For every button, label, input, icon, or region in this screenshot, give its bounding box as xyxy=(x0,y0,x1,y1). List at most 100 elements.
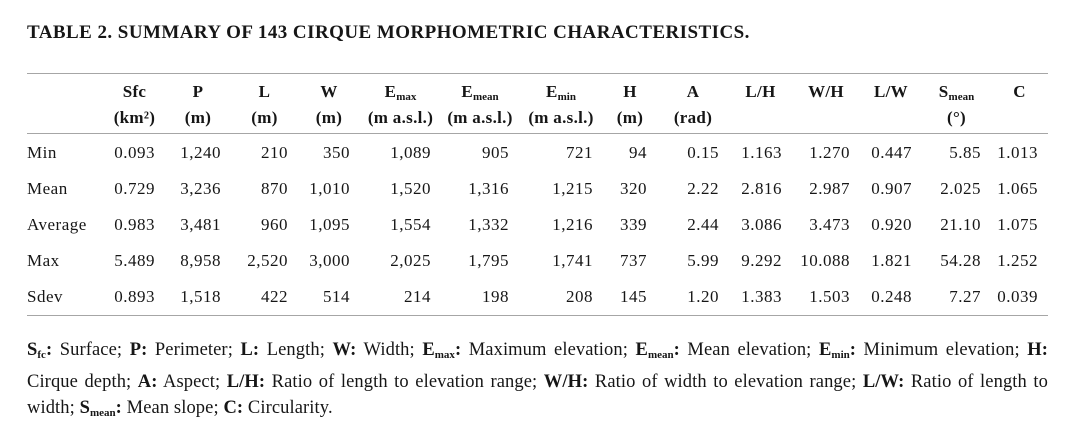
footnote-symbol: Emean: xyxy=(635,340,680,361)
table-cell: 1,520 xyxy=(390,179,431,198)
col-symbol: Smean xyxy=(938,82,975,103)
col-unit: (m a.s.l.) xyxy=(367,108,434,127)
table-cell: 214 xyxy=(404,287,431,306)
table-cell: 2.44 xyxy=(687,215,719,234)
col-unit: (m) xyxy=(616,108,644,127)
table-cell: 3,000 xyxy=(309,251,350,270)
col-symbol: A xyxy=(686,82,700,101)
table-cell: 0.729 xyxy=(114,179,155,198)
col-header-emin: Emin (m a.s.l.) xyxy=(519,74,603,134)
table-cell: 5.85 xyxy=(949,143,981,162)
table-cell: 1,095 xyxy=(309,215,350,234)
table-cell: 3,236 xyxy=(180,179,221,198)
row-label: Min xyxy=(27,143,57,162)
col-unit: (rad) xyxy=(673,108,713,127)
footnote-description: Maximum elevation; xyxy=(461,340,636,360)
footnote-description: Cirque depth; xyxy=(27,371,138,392)
footnote-description: Surface; xyxy=(52,340,130,360)
table-row-average: Average 0.983 3,481 960 1,095 1,554 1,33… xyxy=(27,207,1048,243)
table-cell: 1.065 xyxy=(997,179,1038,198)
col-header-h: H (m) xyxy=(603,74,657,134)
table-cell: 145 xyxy=(620,287,647,306)
footnote-symbol: C: xyxy=(223,398,244,418)
footnote-symbol: Emax: xyxy=(422,340,462,361)
table-cell: 54.28 xyxy=(940,251,981,270)
table-cell: 1,215 xyxy=(552,179,593,198)
table-cell: 0.907 xyxy=(871,179,912,198)
footnote-symbol: Smean: xyxy=(79,398,122,419)
table-cell: 94 xyxy=(629,143,647,162)
table-cell: 3,481 xyxy=(180,215,221,234)
table-cell: 10.088 xyxy=(800,251,850,270)
col-header-rowlabel xyxy=(27,74,104,134)
table-cell: 1.383 xyxy=(741,287,782,306)
col-unit: (km²) xyxy=(113,108,156,127)
col-symbol: H xyxy=(623,82,637,101)
footnote-description: Ratio of length to elevation range; xyxy=(265,371,544,392)
table-cell: 1,010 xyxy=(309,179,350,198)
table-cell: 2.22 xyxy=(687,179,719,198)
footnote-symbol-subscript: min xyxy=(831,349,850,361)
table-cell: 737 xyxy=(620,251,647,270)
table-cell: 1.821 xyxy=(871,251,912,270)
table-cell: 2,025 xyxy=(390,251,431,270)
table-cell: 0.920 xyxy=(871,215,912,234)
table-row-sdev: Sdev 0.893 1,518 422 514 214 198 208 145… xyxy=(27,279,1048,316)
table-cell: 3.086 xyxy=(741,215,782,234)
col-header-lh: L/H xyxy=(729,74,792,134)
table-cell: 1.163 xyxy=(741,143,782,162)
table-cell: 1.20 xyxy=(687,287,719,306)
table-cell: 514 xyxy=(323,287,350,306)
table-cell: 0.093 xyxy=(114,143,155,162)
table-cell: 960 xyxy=(261,215,288,234)
col-header-emax: Emax (m a.s.l.) xyxy=(360,74,441,134)
col-unit: (°) xyxy=(946,108,967,127)
footnote-description: Mean slope; xyxy=(121,398,224,418)
row-label: Mean xyxy=(27,179,68,198)
col-unit: (m) xyxy=(184,108,212,127)
footnote: Sfc: Surface; P: Perimeter; L: Length; W… xyxy=(27,337,1048,427)
footnote-symbol-subscript: fc xyxy=(37,349,46,361)
col-header-a: A (rad) xyxy=(657,74,729,134)
col-header-sfc: Sfc (km²) xyxy=(104,74,165,134)
table-cell: 3.473 xyxy=(809,215,850,234)
table-cell: 870 xyxy=(261,179,288,198)
col-symbol: Emax xyxy=(384,82,417,103)
col-header-smean: Smean (°) xyxy=(922,74,991,134)
col-header-p: P (m) xyxy=(165,74,231,134)
col-unit: (m a.s.l.) xyxy=(447,108,513,127)
footnote-symbol: W/H: xyxy=(543,371,589,392)
table-cell: 2,520 xyxy=(247,251,288,270)
row-label: Sdev xyxy=(27,287,63,306)
table-cell: 1.270 xyxy=(809,143,850,162)
row-label: Average xyxy=(27,215,87,234)
table-cell: 0.039 xyxy=(997,287,1038,306)
footnote-symbol: W: xyxy=(332,340,357,360)
table-row-max: Max 5.489 8,958 2,520 3,000 2,025 1,795 … xyxy=(27,243,1048,279)
footnote-description: Width; xyxy=(356,340,423,360)
table-title: TABLE 2. SUMMARY OF 143 CIRQUE MORPHOMET… xyxy=(27,22,750,43)
footnote-symbol-subscript: mean xyxy=(647,349,674,361)
col-symbol: Emin xyxy=(546,82,576,103)
col-symbol: C xyxy=(1013,82,1026,101)
table-cell: 320 xyxy=(620,179,647,198)
table-cell: 350 xyxy=(323,143,350,162)
table-cell: 1,316 xyxy=(468,179,509,198)
col-unit: (m) xyxy=(251,108,278,127)
table-cell: 21.10 xyxy=(940,215,981,234)
col-symbol: L/W xyxy=(874,82,908,101)
table-cell: 5.489 xyxy=(114,251,155,270)
footnote-symbol: H: xyxy=(1027,340,1049,360)
table-cell: 339 xyxy=(620,215,647,234)
col-header-l: L (m) xyxy=(231,74,298,134)
footnote-description: Ratio of width to elevation range; xyxy=(588,371,863,392)
footnote-description: Aspect; xyxy=(157,371,227,392)
col-unit: (m a.s.l.) xyxy=(528,108,594,127)
col-symbol: Sfc xyxy=(122,82,147,101)
table-cell: 198 xyxy=(482,287,509,306)
table-cell: 422 xyxy=(261,287,288,306)
footnote-symbol-subscript: max xyxy=(434,349,455,361)
footnote-description: Perimeter; xyxy=(147,340,241,360)
footnote-symbol-subscript: mean xyxy=(90,407,116,419)
col-symbol: P xyxy=(192,82,204,101)
